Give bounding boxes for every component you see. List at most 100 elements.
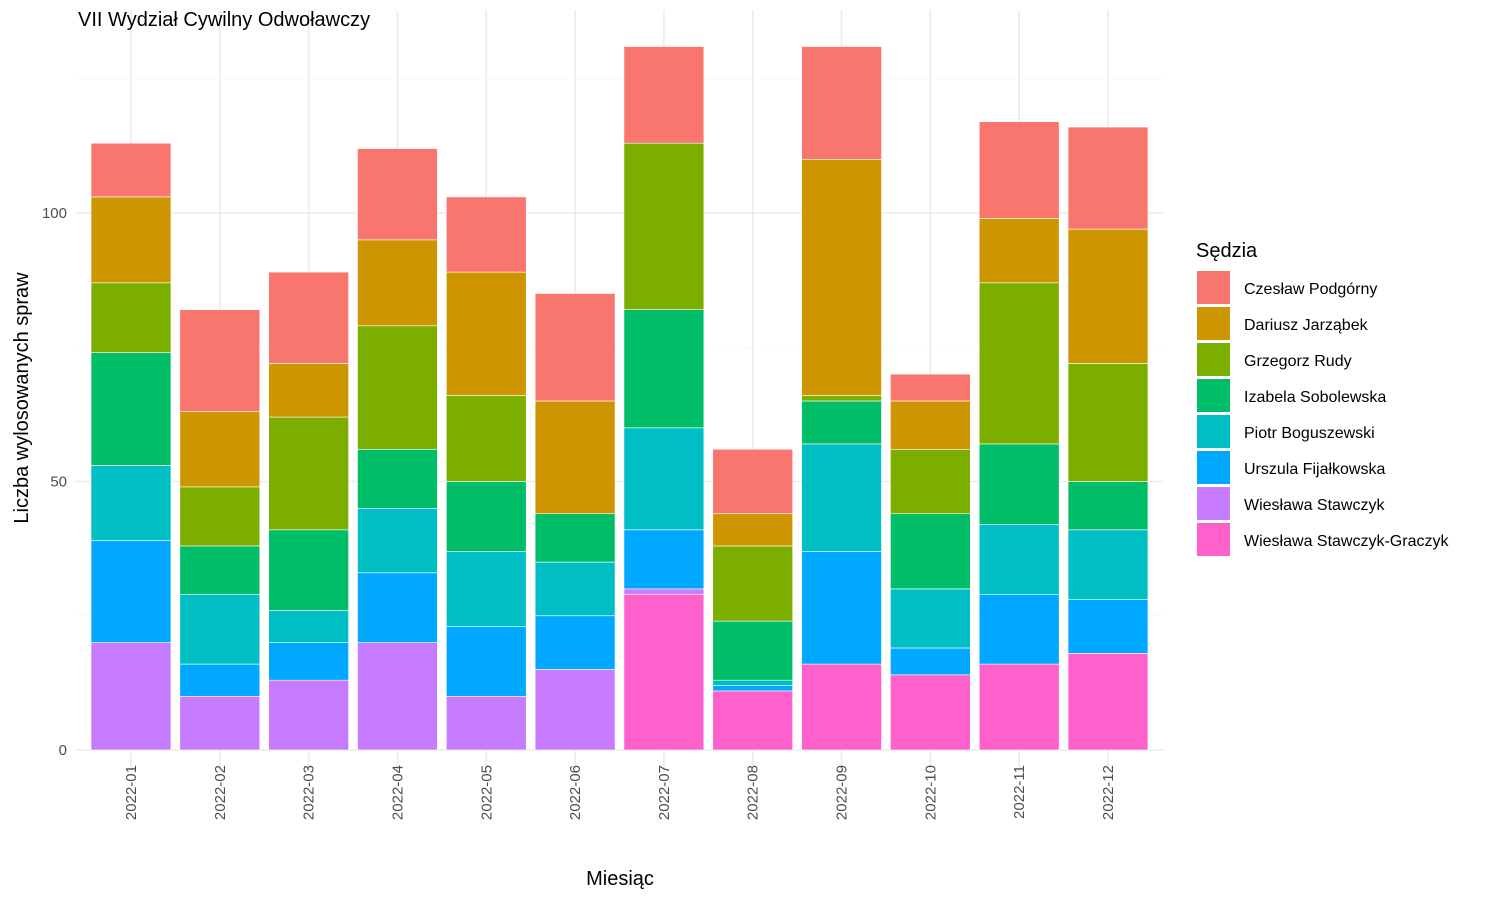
- bar-segment: [268, 363, 349, 418]
- legend-title: Sędzia: [1196, 240, 1258, 262]
- bar-segment: [978, 121, 1060, 219]
- bar-segment: [179, 663, 261, 697]
- x-tick-label: 2022-05: [478, 765, 495, 820]
- bar-segment: [890, 513, 971, 590]
- bars: [90, 46, 1149, 751]
- bar-segment: [357, 508, 438, 574]
- bar-segment: [1067, 653, 1149, 751]
- bar-segment: [357, 448, 438, 509]
- bar-segment: [534, 669, 616, 751]
- bar-segment: [268, 642, 349, 681]
- bar-segment: [890, 448, 971, 515]
- bar-segment: [90, 282, 172, 353]
- bar-segment: [179, 486, 261, 547]
- bar-segment: [1067, 126, 1149, 230]
- bar-segment: [712, 685, 793, 692]
- chart-title: VII Wydział Cywilny Odwoławczy: [78, 9, 370, 31]
- bar-segment: [801, 395, 882, 402]
- bar-segment: [90, 142, 172, 198]
- legend-swatch: [1197, 307, 1230, 340]
- bar-segment: [623, 529, 705, 590]
- bar-segment: [890, 674, 971, 751]
- bar-segment: [1067, 481, 1149, 531]
- bar-segment: [90, 465, 172, 541]
- bar-segment: [268, 529, 349, 611]
- x-tick-label: 2022-10: [922, 765, 939, 820]
- bar-segment: [978, 218, 1060, 284]
- legend-label: Urszula Fijałkowska: [1244, 461, 1385, 478]
- bar-segment: [179, 593, 261, 665]
- legend-swatch: [1197, 343, 1230, 376]
- legend-swatch: [1197, 415, 1230, 448]
- legend-label: Czesław Podgórny: [1244, 281, 1377, 298]
- x-tick-label: 2022-04: [389, 765, 406, 820]
- x-axis-ticks: 2022-01 2022-02 2022-03 2022-04 2022-05 2022-…: [123, 765, 1117, 820]
- bar-segment: [534, 513, 616, 563]
- bar-segment: [179, 411, 261, 488]
- bar-segment: [446, 695, 527, 751]
- bar-segment: [712, 679, 793, 686]
- bar-segment: [446, 551, 527, 627]
- y-tick-label: 100: [42, 205, 67, 222]
- legend: Sędzia Czesław Podgórny Dariusz Jarząbek G…: [1196, 240, 1449, 556]
- bar-segment: [534, 615, 616, 670]
- legend-swatch: [1197, 271, 1230, 304]
- bar-segment: [268, 610, 349, 643]
- x-tick-label: 2022-09: [834, 765, 851, 820]
- bar-segment: [801, 663, 882, 751]
- bar-segment: [890, 373, 971, 402]
- bar-segment: [801, 46, 882, 160]
- legend-label: Wiesława Stawczyk-Graczyk: [1244, 533, 1449, 550]
- bar-segment: [890, 647, 971, 676]
- bar-segment: [623, 46, 705, 144]
- bar-segment: [268, 679, 349, 751]
- bar-segment: [712, 690, 793, 751]
- bar-segment: [712, 620, 793, 681]
- bar-segment: [712, 545, 793, 622]
- bar-segment: [90, 642, 172, 751]
- bar-segment: [446, 196, 527, 273]
- y-axis-title: Liczba wylosowanych spraw: [11, 272, 33, 524]
- bar-segment: [1067, 228, 1149, 364]
- x-tick-label: 2022-03: [301, 765, 318, 820]
- bar-segment: [801, 551, 882, 665]
- y-axis-ticks: 0 50 100: [42, 205, 67, 759]
- legend-swatch: [1197, 487, 1230, 520]
- bar-segment: [623, 309, 705, 429]
- x-tick-label: 2022-01: [123, 765, 140, 820]
- bar-segment: [623, 142, 705, 310]
- bar-segment: [890, 400, 971, 450]
- legend-swatch: [1197, 523, 1230, 556]
- bar-segment: [1067, 529, 1149, 600]
- bar-segment: [623, 593, 705, 751]
- legend-label: Izabela Sobolewska: [1244, 389, 1386, 406]
- bar-segment: [357, 148, 438, 241]
- x-tick-label: 2022-06: [567, 765, 584, 820]
- bar-segment: [801, 400, 882, 445]
- bar-segment: [801, 159, 882, 396]
- x-tick-label: 2022-02: [212, 765, 229, 820]
- bar-segment: [1067, 599, 1149, 654]
- bar-segment: [357, 572, 438, 643]
- bar-segment: [534, 293, 616, 402]
- bar-segment: [712, 513, 793, 547]
- bar-segment: [268, 416, 349, 531]
- bar-segment: [978, 282, 1060, 445]
- bar-segment: [801, 443, 882, 552]
- bar-segment: [1067, 363, 1149, 482]
- bar-segment: [446, 626, 527, 697]
- legend-label: Wiesława Stawczyk: [1244, 497, 1385, 514]
- bar-segment: [446, 481, 527, 552]
- bar-segment: [446, 271, 527, 396]
- bar-segment: [357, 642, 438, 751]
- bar-segment: [90, 352, 172, 466]
- x-axis-title: Miesiąc: [586, 868, 654, 890]
- legend-swatch: [1197, 379, 1230, 412]
- y-tick-label: 0: [59, 742, 67, 759]
- x-tick-label: 2022-11: [1011, 765, 1028, 819]
- legend-label: Piotr Boguszewski: [1244, 425, 1375, 442]
- legend-label: Dariusz Jarząbek: [1244, 317, 1369, 334]
- legend-label: Grzegorz Rudy: [1244, 353, 1352, 370]
- y-tick-label: 50: [50, 474, 67, 491]
